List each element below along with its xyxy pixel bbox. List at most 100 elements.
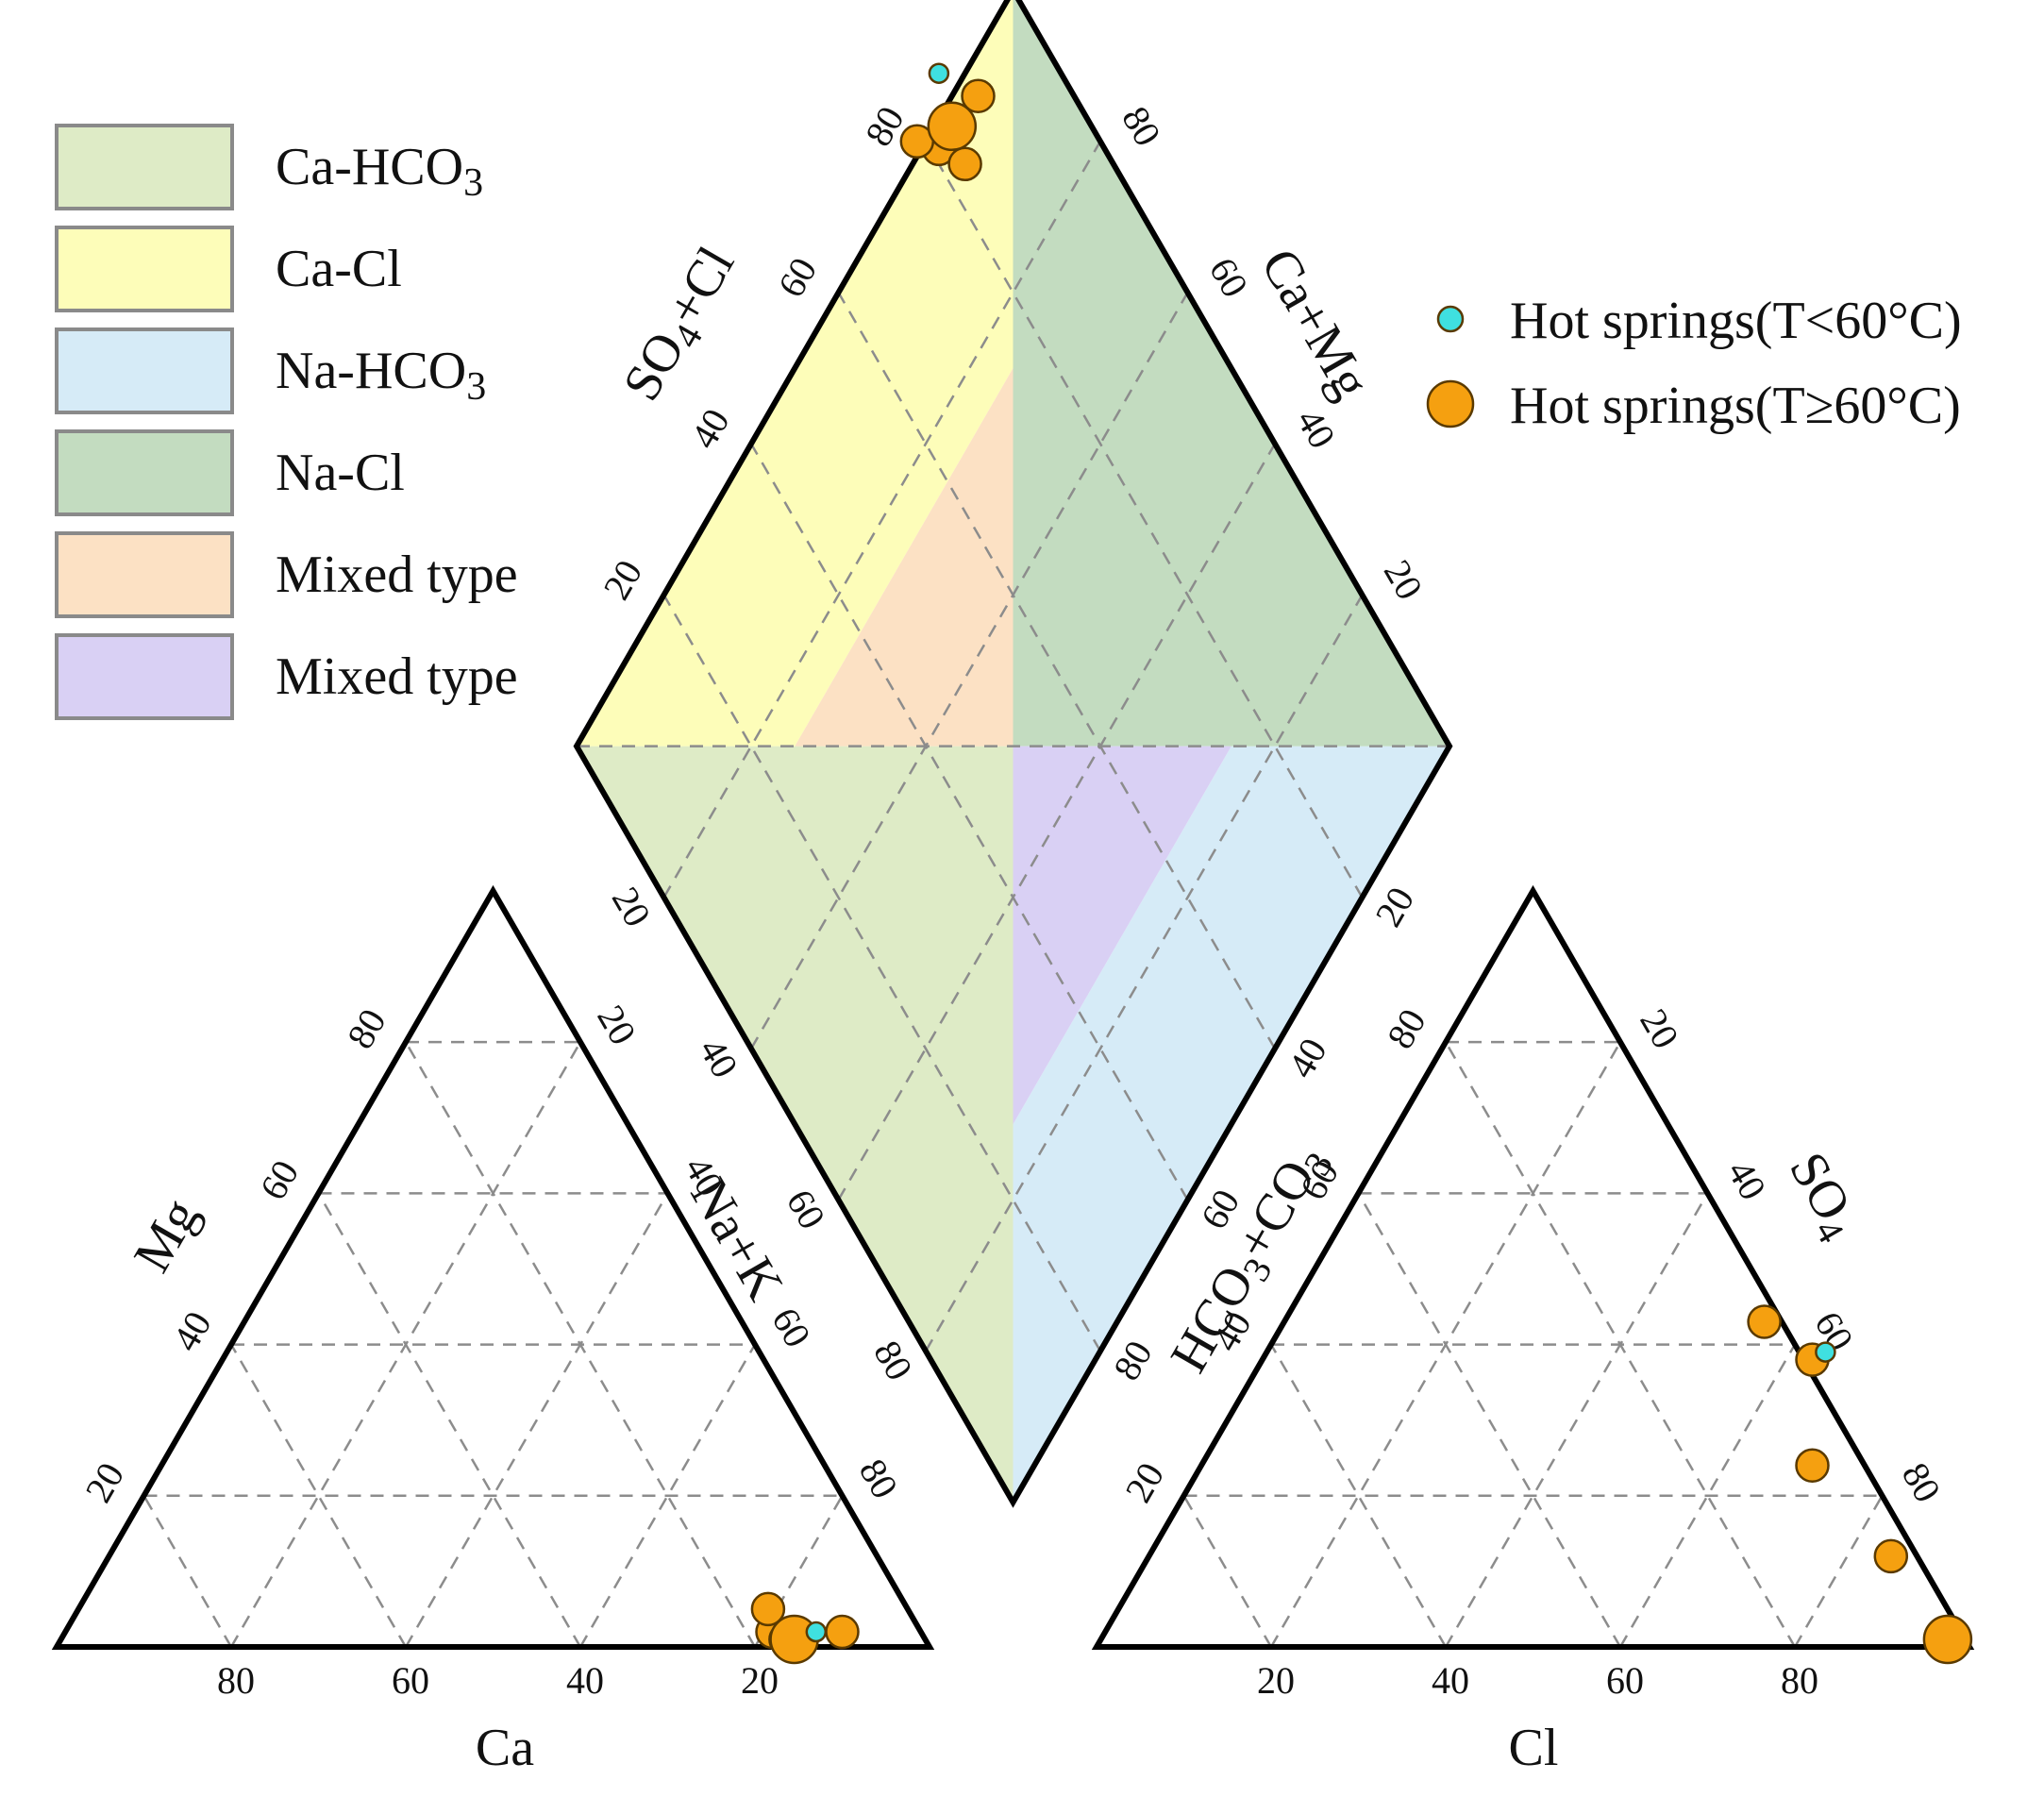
high-temp-point-anion [1795,1448,1830,1483]
diamond-grid-a [924,594,1364,1352]
diamond-grid-a [749,292,1189,1050]
diamond-grid-a [837,443,1277,1201]
diamond-upper-right-tick: 80 [1114,99,1169,153]
axis-label-ca-mg: Ca+Mg [1249,239,1381,409]
diamond-upper-left-tick: 60 [769,250,825,304]
cation-right-tick: 60 [763,1301,819,1354]
series-legend: Hot springs(T<60°C) Hot springs(T≥60°C) [1426,292,1962,435]
legend-label-ca-hco3: Ca-HCO3 [276,138,483,205]
high-temp-point-diamond [927,101,978,152]
legend-swatch-mixed_2 [55,633,234,720]
diamond-lower-left-tick: 40 [691,1031,746,1084]
cation-grid-r [229,1343,408,1648]
diamond-lower-left-tick: 20 [604,880,660,933]
cation-left-tick: 80 [339,1001,394,1055]
diamond-grid-b [749,443,1189,1201]
data-points [750,62,1973,1665]
cation-left-tick: 20 [76,1455,132,1509]
cation-bottom-tick: 60 [392,1659,429,1702]
region-mixed-top [795,368,1014,747]
high-temp-point-diamond [947,146,982,182]
legend-label-mixed_1: Mixed type [276,546,518,604]
diamond-frame [573,0,1453,1508]
diamond-lower-right-tick: 40 [1280,1031,1335,1084]
diamond-grid-b [837,292,1277,1050]
diamond-grid-b [662,594,1102,1352]
low-temp-point-diamond [928,62,950,84]
diamond-lower-left-tick: 80 [865,1334,921,1387]
cation-triangle-frame [51,884,935,1650]
anion-bottom-tick: 20 [1257,1659,1295,1702]
anion-grid-l [1618,1343,1797,1648]
high-temp-point-cation [825,1614,860,1650]
low-temp-point-anion [1815,1341,1836,1363]
axis-label-so4: SO4 [1773,1143,1872,1250]
axis-label-cl: Cl [1509,1719,1559,1777]
legend-swatch-ca-cl [55,226,234,312]
cation-grid-r [317,1192,582,1648]
anion-grid-r [1357,1192,1622,1648]
cation-left-tick: 40 [164,1304,220,1358]
high-temp-point-anion [1747,1304,1782,1339]
anion-triangle-frame [1091,884,1975,1650]
legend-low-temp-marker [1436,305,1465,333]
legend-low-temp-label: Hot springs(T<60°C) [1510,292,1962,350]
high-temp-point-anion [1922,1614,1973,1665]
diamond-grid-b [924,141,1364,898]
diamond-upper-left-tick: 20 [595,553,650,607]
cation-bottom-tick: 20 [741,1659,779,1702]
diamond-upper-right-tick: 60 [1201,250,1257,304]
cation-right-tick: 80 [851,1452,907,1505]
legend-label-mixed_2: Mixed type [276,647,518,706]
anion-grid-r [1269,1343,1448,1648]
cation-grid-r [142,1495,233,1648]
diamond-lower-right-tick: 80 [1105,1334,1161,1387]
diamond-grid-a [662,141,1102,898]
low-temp-point-cation [805,1621,828,1643]
axis-label-mg: Mg [123,1189,210,1282]
legend-high-temp-label: Hot springs(T≥60°C) [1510,377,1961,435]
high-temp-point-anion [1873,1538,1909,1574]
anion-grid-l [1444,1192,1709,1648]
diamond-upper-right-tick: 20 [1376,553,1432,607]
anion-right-tick: 80 [1894,1455,1950,1509]
region-mixed-bottom [1013,746,1231,1125]
anion-bottom-tick: 60 [1606,1659,1644,1702]
region-na-hco3 [1013,746,1449,1503]
anion-right-tick: 20 [1632,1001,1687,1055]
anion-left-tick: 80 [1379,1001,1434,1055]
anion-grid-l [1793,1495,1884,1648]
axis-label-so4-cl: SO4+Cl [612,237,751,413]
anion-bottom-tick: 40 [1432,1659,1469,1702]
plot-frames [51,0,1975,1650]
legend-label-ca-cl: Ca-Cl [276,240,402,298]
diamond-lower-left-tick: 60 [779,1183,834,1236]
legend-swatch-ca-hco3 [55,124,234,210]
grid-lines [142,141,1884,1648]
diamond-region-fills [577,0,1449,1503]
high-temp-point-diamond [961,78,996,113]
cation-grid-l [578,1343,757,1648]
legend-label-na-hco3: Na-HCO3 [276,342,486,409]
anion-left-tick: 20 [1116,1455,1172,1509]
legend-swatch-na-cl [55,429,234,516]
legend-high-temp-marker [1426,379,1475,428]
diamond-upper-right-tick: 40 [1288,401,1344,455]
anion-bottom-tick: 80 [1781,1659,1818,1702]
legend-swatch-na-hco3 [55,327,234,414]
high-temp-point-cation [750,1591,786,1627]
legend-swatch-mixed_1 [55,531,234,618]
anion-grid-r [1182,1495,1273,1648]
region-legend: Ca-HCO3 Ca-Cl Na-HCO3 Na-Cl Mixed type Mixed … [55,124,518,720]
diamond-lower-right-tick: 20 [1366,880,1422,933]
cation-bottom-tick: 40 [566,1659,604,1702]
anion-right-tick: 40 [1719,1153,1775,1207]
diamond-upper-left-tick: 40 [682,401,738,455]
cation-left-tick: 60 [251,1153,307,1207]
cation-right-tick: 20 [589,998,645,1051]
legend-label-na-cl: Na-Cl [276,444,405,502]
cation-bottom-tick: 80 [217,1659,255,1702]
axis-label-ca: Ca [476,1719,534,1777]
cation-grid-l [404,1192,669,1648]
